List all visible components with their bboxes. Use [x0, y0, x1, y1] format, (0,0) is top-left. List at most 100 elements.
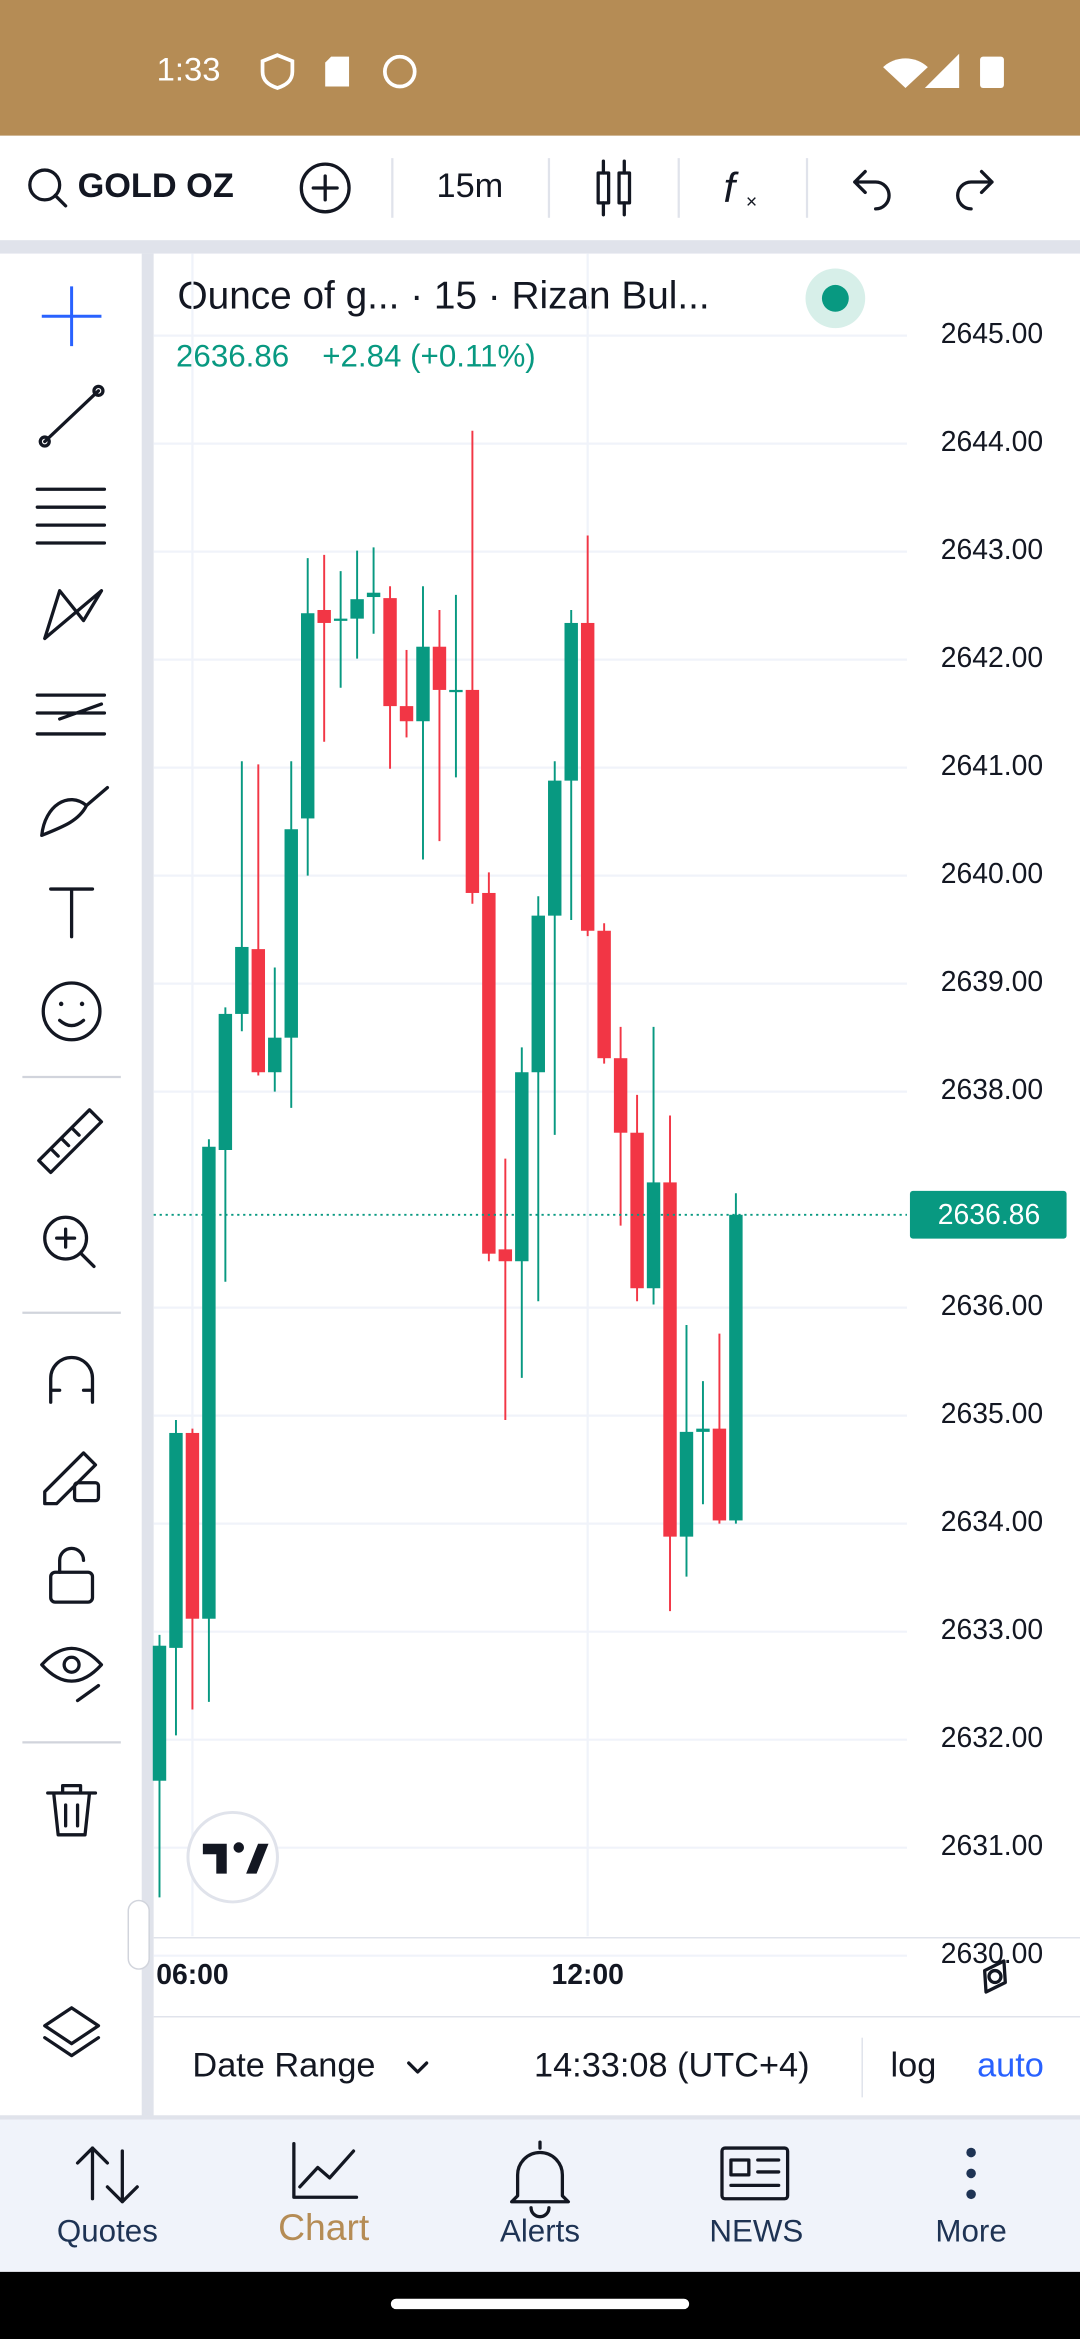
drawing-tools-part[interactable]	[55, 1227, 96, 1269]
clock: 14:33:08 (UTC+4)	[534, 2047, 809, 2085]
nav-label[interactable]: Alerts	[500, 2213, 580, 2248]
home-indicator[interactable]	[390, 2298, 690, 2310]
drawing-tools-part[interactable]	[43, 389, 101, 444]
nav-label[interactable]: Chart	[278, 2206, 370, 2248]
nav-labels: Quotes Chart Alerts NEWS More	[57, 2206, 1007, 2248]
status-icons-part	[325, 56, 350, 87]
candle-body	[531, 915, 545, 1073]
candle-body	[218, 1013, 233, 1150]
drawing-tools-part[interactable]	[43, 2006, 101, 2058]
candle-body	[383, 598, 397, 707]
candle-body	[515, 1072, 529, 1262]
search-button[interactable]: GOLD OZ	[28, 167, 234, 208]
settings-button[interactable]	[976, 1955, 1015, 1998]
y-tick-label: 2645.00	[941, 318, 1043, 350]
candle-body	[235, 946, 249, 1014]
candle-body	[646, 1182, 661, 1289]
drawing-tools-part[interactable]	[37, 1108, 104, 1175]
frame-left	[141, 253, 154, 2119]
nav-icons-part	[75, 2146, 139, 2204]
nav-icons-part	[720, 2146, 790, 2201]
drawing-tools-part[interactable]	[41, 981, 102, 1042]
undo-button[interactable]	[853, 169, 891, 211]
redo-button-part[interactable]	[956, 169, 994, 211]
interval-button[interactable]: 15m	[437, 167, 504, 205]
drawing-tools-part[interactable]	[49, 1570, 95, 1604]
drawing-tools-part[interactable]	[58, 1018, 86, 1028]
settings-button-part[interactable]	[987, 1968, 1003, 1985]
candle-body	[152, 1645, 167, 1781]
toolbar	[0, 135, 1080, 241]
candle-body	[268, 1037, 282, 1073]
candle-body	[548, 780, 562, 916]
settings-button-part[interactable]	[976, 1955, 1015, 1998]
nav-icons-part	[292, 2141, 359, 2199]
candle-body	[580, 622, 595, 931]
y-tick-label: 2640.00	[941, 858, 1043, 890]
drawing-tools-part[interactable]	[41, 286, 102, 347]
nav-label[interactable]: Quotes	[57, 2213, 158, 2248]
drawing-tools-part[interactable]	[46, 1783, 98, 1837]
add-symbol-button-part[interactable]	[299, 162, 351, 214]
tv-logo	[186, 1810, 279, 1904]
drawing-tools-part[interactable]	[49, 887, 95, 939]
y-tick-label: 2642.00	[941, 642, 1043, 674]
collapse-tab[interactable]	[127, 1899, 150, 1970]
drawing-tools-part[interactable]	[62, 1655, 81, 1674]
tv-logo-mark	[202, 1842, 269, 1874]
status-time: 1:33	[157, 50, 221, 87]
y-tick-label: 2631.00	[941, 1830, 1043, 1862]
drawing-tools-part[interactable]	[58, 1001, 64, 1007]
drawing-tools-part[interactable]	[72, 1481, 101, 1503]
drawing-tools-part[interactable]	[79, 1001, 85, 1007]
add-symbol-button-part[interactable]	[311, 174, 339, 202]
drawing-tools-part[interactable]	[43, 1215, 89, 1261]
y-tick-label: 2644.00	[941, 426, 1043, 458]
drawing-tools-part[interactable]	[49, 1355, 95, 1404]
drawing-tools-part[interactable]	[75, 1683, 101, 1703]
drawing-tools-part[interactable]	[40, 1646, 104, 1683]
last-price: 2636.86	[176, 338, 289, 373]
undo-button-part[interactable]	[853, 169, 891, 211]
nav-icons-part	[966, 2147, 976, 2158]
nav-label[interactable]: NEWS	[709, 2213, 803, 2248]
symbol[interactable]: GOLD OZ	[78, 167, 234, 205]
y-tick-label: 2638.00	[941, 1074, 1043, 1106]
date-range-caret[interactable]	[407, 2061, 429, 2074]
plot: 2630.00 2631.00 2632.00 2633.00 2634.00 2635.…	[152, 253, 1067, 1991]
chart-title: Ounce of g... · 15 · Rizan Bul...	[178, 275, 710, 318]
status-icons-part	[883, 58, 928, 89]
candle-body	[564, 622, 578, 781]
drawing-tools-part[interactable]	[43, 1451, 98, 1506]
add-symbol-button[interactable]	[299, 162, 351, 214]
market-dot	[821, 284, 849, 312]
indicators-x: ×	[746, 191, 757, 213]
drawing-tools-part[interactable]	[43, 589, 104, 641]
nav-icons-part	[729, 2158, 781, 2188]
candle-body	[169, 1432, 183, 1648]
auto-toggle[interactable]: auto	[977, 2047, 1044, 2085]
nav-label[interactable]: More	[935, 2213, 1006, 2248]
drawing-tools-part[interactable]	[92, 384, 105, 397]
drawing-tools-part[interactable]	[38, 435, 51, 448]
search-button-part[interactable]	[53, 193, 68, 208]
log-toggle[interactable]: log	[891, 2047, 937, 2085]
drawing-tools-part[interactable]	[40, 785, 110, 838]
candle-body	[679, 1431, 694, 1537]
chart-type-button-part[interactable]	[601, 159, 626, 217]
drawing-tools[interactable]	[22, 286, 121, 2058]
date-range[interactable]: Date Range	[192, 2047, 375, 2085]
candle-body	[333, 618, 348, 621]
drawing-tools-part[interactable]	[35, 693, 107, 736]
candle-body	[399, 706, 414, 722]
redo-button[interactable]	[956, 169, 994, 211]
drawing-tools-part[interactable]	[58, 1546, 86, 1574]
chart-type-button[interactable]	[596, 159, 632, 217]
drawing-tools-part[interactable]	[35, 487, 107, 545]
search-button-part[interactable]	[28, 168, 62, 202]
status-icons-part	[382, 54, 417, 89]
candle-body	[366, 592, 381, 598]
status-icons-part	[260, 53, 295, 90]
